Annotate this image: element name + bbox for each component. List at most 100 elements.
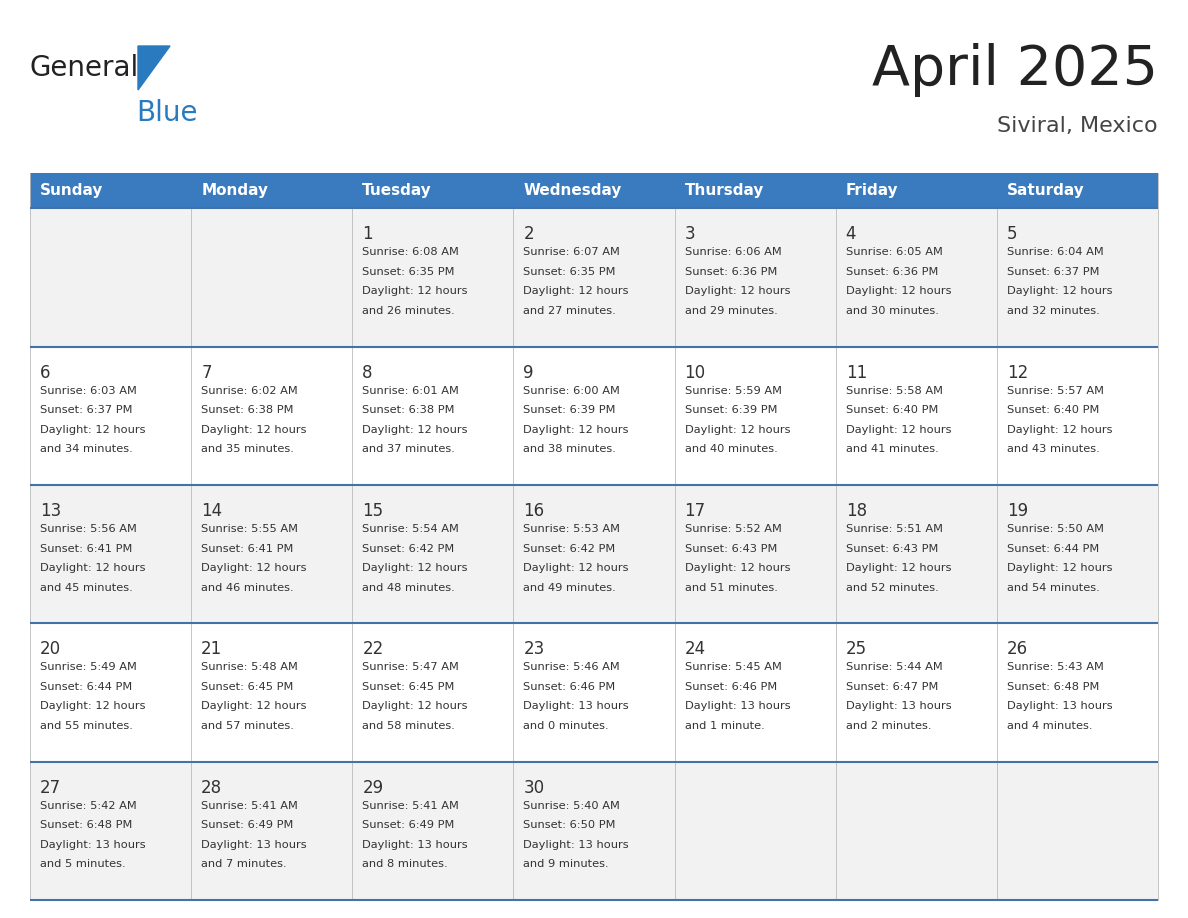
Text: Sunset: 6:48 PM: Sunset: 6:48 PM xyxy=(40,820,132,830)
Text: and 29 minutes.: and 29 minutes. xyxy=(684,306,777,316)
Text: Daylight: 12 hours: Daylight: 12 hours xyxy=(1007,286,1112,297)
Text: Daylight: 12 hours: Daylight: 12 hours xyxy=(362,286,468,297)
Text: Sunrise: 5:47 AM: Sunrise: 5:47 AM xyxy=(362,663,459,672)
Text: Sunset: 6:42 PM: Sunset: 6:42 PM xyxy=(362,543,455,554)
Text: Daylight: 12 hours: Daylight: 12 hours xyxy=(1007,425,1112,435)
Text: Wednesday: Wednesday xyxy=(524,184,621,198)
Text: Daylight: 12 hours: Daylight: 12 hours xyxy=(362,563,468,573)
Text: 1: 1 xyxy=(362,226,373,243)
Text: and 32 minutes.: and 32 minutes. xyxy=(1007,306,1100,316)
Text: 5: 5 xyxy=(1007,226,1017,243)
Text: Daylight: 13 hours: Daylight: 13 hours xyxy=(524,840,630,850)
Text: and 58 minutes.: and 58 minutes. xyxy=(362,721,455,731)
Text: Blue: Blue xyxy=(135,99,197,127)
Text: Sunset: 6:44 PM: Sunset: 6:44 PM xyxy=(40,682,132,692)
Text: and 55 minutes.: and 55 minutes. xyxy=(40,721,133,731)
Text: Sunset: 6:37 PM: Sunset: 6:37 PM xyxy=(1007,267,1099,277)
Text: Sunrise: 6:07 AM: Sunrise: 6:07 AM xyxy=(524,248,620,258)
Text: Daylight: 12 hours: Daylight: 12 hours xyxy=(1007,563,1112,573)
Text: Daylight: 13 hours: Daylight: 13 hours xyxy=(524,701,630,711)
Text: 23: 23 xyxy=(524,641,544,658)
Polygon shape xyxy=(138,46,170,90)
Text: Daylight: 12 hours: Daylight: 12 hours xyxy=(846,563,952,573)
Text: Daylight: 12 hours: Daylight: 12 hours xyxy=(846,286,952,297)
Text: Sunrise: 6:01 AM: Sunrise: 6:01 AM xyxy=(362,386,459,396)
Text: 6: 6 xyxy=(40,364,51,382)
Text: Sunset: 6:47 PM: Sunset: 6:47 PM xyxy=(846,682,939,692)
Text: Sunset: 6:35 PM: Sunset: 6:35 PM xyxy=(362,267,455,277)
Text: Friday: Friday xyxy=(846,184,898,198)
Text: Sunrise: 5:42 AM: Sunrise: 5:42 AM xyxy=(40,800,137,811)
Text: 7: 7 xyxy=(201,364,211,382)
Text: Daylight: 12 hours: Daylight: 12 hours xyxy=(40,425,145,435)
Text: Sunrise: 5:51 AM: Sunrise: 5:51 AM xyxy=(846,524,943,534)
Text: and 45 minutes.: and 45 minutes. xyxy=(40,583,133,593)
Text: Monday: Monday xyxy=(201,184,268,198)
Text: Daylight: 12 hours: Daylight: 12 hours xyxy=(524,563,628,573)
Text: and 52 minutes.: and 52 minutes. xyxy=(846,583,939,593)
Text: and 41 minutes.: and 41 minutes. xyxy=(846,444,939,454)
Text: and 57 minutes.: and 57 minutes. xyxy=(201,721,293,731)
Text: 18: 18 xyxy=(846,502,867,521)
Text: Sunset: 6:37 PM: Sunset: 6:37 PM xyxy=(40,406,133,415)
Text: Daylight: 12 hours: Daylight: 12 hours xyxy=(362,701,468,711)
Text: Daylight: 12 hours: Daylight: 12 hours xyxy=(201,425,307,435)
Text: Sunset: 6:49 PM: Sunset: 6:49 PM xyxy=(201,820,293,830)
Text: Sunset: 6:41 PM: Sunset: 6:41 PM xyxy=(201,543,293,554)
Text: Sunset: 6:39 PM: Sunset: 6:39 PM xyxy=(684,406,777,415)
Text: 2: 2 xyxy=(524,226,535,243)
Text: Sunrise: 5:53 AM: Sunrise: 5:53 AM xyxy=(524,524,620,534)
Text: General: General xyxy=(30,54,139,82)
Text: 20: 20 xyxy=(40,641,61,658)
Text: and 51 minutes.: and 51 minutes. xyxy=(684,583,777,593)
Text: 15: 15 xyxy=(362,502,384,521)
Text: Daylight: 12 hours: Daylight: 12 hours xyxy=(846,425,952,435)
Text: and 1 minute.: and 1 minute. xyxy=(684,721,764,731)
Text: 27: 27 xyxy=(40,778,61,797)
Text: Sunset: 6:40 PM: Sunset: 6:40 PM xyxy=(1007,406,1099,415)
Text: 11: 11 xyxy=(846,364,867,382)
Text: Sunrise: 5:41 AM: Sunrise: 5:41 AM xyxy=(362,800,459,811)
Text: and 34 minutes.: and 34 minutes. xyxy=(40,444,133,454)
Text: Daylight: 13 hours: Daylight: 13 hours xyxy=(684,701,790,711)
Text: 4: 4 xyxy=(846,226,857,243)
Text: 17: 17 xyxy=(684,502,706,521)
Text: Daylight: 12 hours: Daylight: 12 hours xyxy=(684,286,790,297)
Text: and 4 minutes.: and 4 minutes. xyxy=(1007,721,1092,731)
Text: 26: 26 xyxy=(1007,641,1028,658)
Text: and 0 minutes.: and 0 minutes. xyxy=(524,721,609,731)
Text: Daylight: 12 hours: Daylight: 12 hours xyxy=(40,563,145,573)
Text: Daylight: 12 hours: Daylight: 12 hours xyxy=(524,286,628,297)
Text: Daylight: 12 hours: Daylight: 12 hours xyxy=(40,701,145,711)
Text: Sunrise: 6:05 AM: Sunrise: 6:05 AM xyxy=(846,248,942,258)
Text: Sunset: 6:45 PM: Sunset: 6:45 PM xyxy=(201,682,293,692)
Text: Sunrise: 6:08 AM: Sunrise: 6:08 AM xyxy=(362,248,459,258)
Text: Sunset: 6:36 PM: Sunset: 6:36 PM xyxy=(684,267,777,277)
Text: 14: 14 xyxy=(201,502,222,521)
Text: and 7 minutes.: and 7 minutes. xyxy=(201,859,286,869)
Text: Sunrise: 5:57 AM: Sunrise: 5:57 AM xyxy=(1007,386,1104,396)
Bar xyxy=(30,485,1158,623)
Text: Daylight: 13 hours: Daylight: 13 hours xyxy=(40,840,146,850)
Text: Daylight: 12 hours: Daylight: 12 hours xyxy=(684,425,790,435)
Text: Sunrise: 6:00 AM: Sunrise: 6:00 AM xyxy=(524,386,620,396)
Text: and 2 minutes.: and 2 minutes. xyxy=(846,721,931,731)
Text: Siviral, Mexico: Siviral, Mexico xyxy=(998,116,1158,136)
Text: Daylight: 12 hours: Daylight: 12 hours xyxy=(362,425,468,435)
Text: Sunset: 6:38 PM: Sunset: 6:38 PM xyxy=(201,406,293,415)
Text: Sunrise: 5:58 AM: Sunrise: 5:58 AM xyxy=(846,386,943,396)
Text: 16: 16 xyxy=(524,502,544,521)
Text: and 30 minutes.: and 30 minutes. xyxy=(846,306,939,316)
Text: Sunrise: 6:04 AM: Sunrise: 6:04 AM xyxy=(1007,248,1104,258)
Text: Sunrise: 5:49 AM: Sunrise: 5:49 AM xyxy=(40,663,137,672)
Text: Daylight: 13 hours: Daylight: 13 hours xyxy=(201,840,307,850)
Text: Daylight: 13 hours: Daylight: 13 hours xyxy=(846,701,952,711)
Text: Daylight: 12 hours: Daylight: 12 hours xyxy=(201,701,307,711)
Text: and 26 minutes.: and 26 minutes. xyxy=(362,306,455,316)
Text: Sunrise: 5:55 AM: Sunrise: 5:55 AM xyxy=(201,524,298,534)
Bar xyxy=(30,208,1158,347)
Text: and 37 minutes.: and 37 minutes. xyxy=(362,444,455,454)
Text: Sunset: 6:41 PM: Sunset: 6:41 PM xyxy=(40,543,132,554)
Text: Sunset: 6:48 PM: Sunset: 6:48 PM xyxy=(1007,682,1099,692)
Text: Daylight: 12 hours: Daylight: 12 hours xyxy=(524,425,628,435)
